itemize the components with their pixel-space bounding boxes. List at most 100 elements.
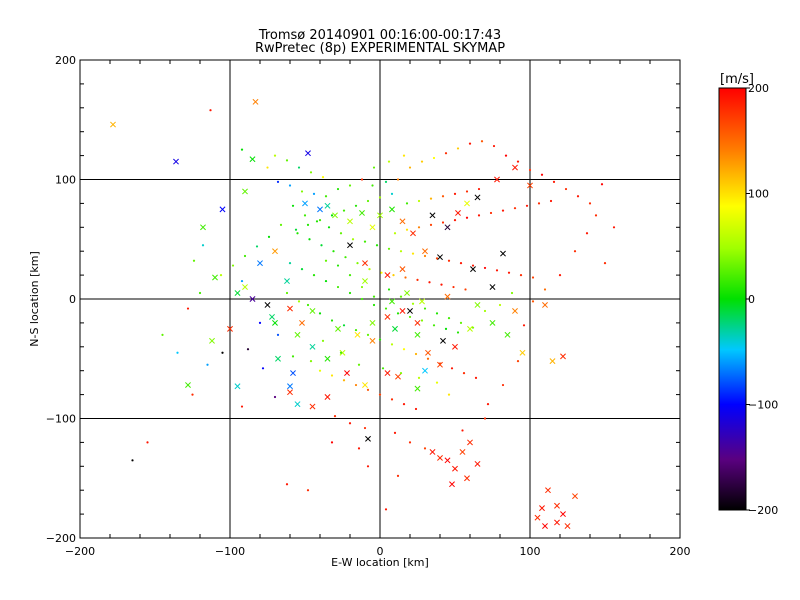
data-point-x	[389, 298, 395, 305]
data-point-x	[455, 210, 461, 216]
data-point-dot	[191, 393, 194, 396]
data-point-dot	[315, 220, 319, 223]
grid-lines	[80, 60, 680, 538]
data-point-dot	[339, 232, 343, 235]
data-point-x-stroke	[339, 349, 346, 356]
data-point-x	[354, 331, 361, 338]
data-point-dot	[366, 465, 370, 468]
data-point-dot	[447, 317, 451, 320]
data-point-x	[249, 296, 256, 302]
data-point-x	[404, 290, 410, 296]
data-point-dot	[603, 262, 607, 265]
data-point-dot	[465, 190, 469, 193]
chart-subtitle: RwPretec (8p) EXPERIMENTAL SKYMAP	[255, 41, 505, 56]
data-point-dot	[209, 109, 212, 112]
data-point-x	[467, 325, 473, 332]
data-point-x-stroke	[309, 343, 316, 350]
data-point-x-stroke	[284, 278, 290, 285]
y-tick-label: 100	[55, 174, 76, 187]
data-point-dot	[351, 238, 355, 241]
data-point-dot	[372, 166, 376, 169]
data-point-dot	[387, 160, 391, 163]
data-point-dot	[549, 199, 553, 203]
data-point-x	[302, 200, 308, 207]
data-point-x	[444, 457, 451, 464]
data-point-dot	[501, 383, 505, 387]
x-tick-label: −200	[65, 545, 95, 558]
data-point-dot	[261, 367, 265, 370]
data-point-dot	[501, 209, 505, 212]
data-point-x-stroke	[542, 523, 548, 530]
data-point-dot	[356, 262, 359, 265]
data-point-x-stroke	[173, 158, 179, 165]
data-point-x-stroke	[185, 382, 191, 388]
data-point-dot	[459, 321, 463, 324]
data-point-x	[407, 307, 413, 314]
data-point-x	[512, 307, 518, 314]
data-point-dot	[348, 291, 352, 295]
data-point-dot	[186, 307, 190, 310]
data-point-dot	[489, 211, 493, 215]
data-point-x-stroke	[287, 305, 293, 312]
data-point-x-stroke	[539, 505, 545, 512]
data-point-dot	[423, 254, 427, 258]
x-axis-ticks: −200 −100 0 100 200	[65, 60, 691, 558]
data-point-dot	[221, 351, 224, 354]
data-point-dot	[240, 279, 244, 283]
data-point-dot	[288, 262, 292, 265]
data-point-dot	[279, 223, 283, 227]
data-point-x-stroke	[362, 278, 368, 285]
data-point-x	[452, 465, 458, 472]
data-point-dot	[390, 192, 394, 195]
data-point-dot	[540, 173, 544, 176]
data-point-dot	[408, 166, 412, 169]
data-point-dot	[192, 259, 196, 262]
data-point-dot	[363, 426, 367, 430]
data-point-dot	[528, 168, 532, 172]
data-point-x	[489, 319, 496, 326]
data-point-dot	[246, 348, 250, 351]
data-point-x	[257, 260, 263, 267]
data-point-x	[275, 355, 281, 362]
data-point-x	[572, 493, 578, 500]
data-point-x	[470, 266, 476, 273]
data-point-dot	[459, 262, 463, 265]
data-point-x-stroke	[474, 194, 481, 201]
data-point-x	[437, 361, 443, 368]
colorbar-ticks: −200 −100 0 100 200	[746, 82, 778, 517]
data-point-dot	[471, 264, 475, 267]
data-point-dot	[432, 324, 436, 327]
data-point-x	[392, 325, 398, 332]
data-point-x	[242, 284, 248, 291]
data-point-x-stroke	[449, 481, 455, 488]
data-point-x-stroke	[317, 206, 323, 213]
data-point-x	[389, 206, 395, 213]
data-point-x	[305, 150, 311, 157]
data-point-x-stroke	[347, 218, 353, 225]
data-point-dot	[291, 204, 295, 207]
data-point-x-stroke	[384, 370, 391, 377]
data-point-dot	[131, 459, 134, 462]
data-point-dot	[420, 160, 424, 163]
data-point-x	[474, 302, 481, 308]
data-point-x	[399, 266, 406, 273]
data-point-x-stroke	[287, 383, 293, 390]
data-point-x-stroke	[309, 307, 316, 314]
data-point-x-stroke	[440, 337, 446, 344]
data-point-x-stroke	[527, 182, 533, 189]
data-point-dot	[255, 245, 259, 248]
data-point-dot	[411, 302, 415, 305]
data-point-x-stroke	[504, 331, 511, 338]
data-point-x	[359, 210, 365, 216]
data-point-x	[560, 353, 566, 360]
data-point-dot	[492, 144, 496, 148]
data-point-dot	[405, 202, 409, 205]
data-point-dot	[309, 360, 313, 363]
data-point-dot	[300, 190, 304, 193]
colorbar	[718, 87, 747, 511]
data-point-x	[542, 302, 548, 308]
data-point-dot	[440, 283, 443, 286]
data-point-x-stroke	[500, 250, 506, 257]
data-point-dot	[396, 474, 400, 477]
